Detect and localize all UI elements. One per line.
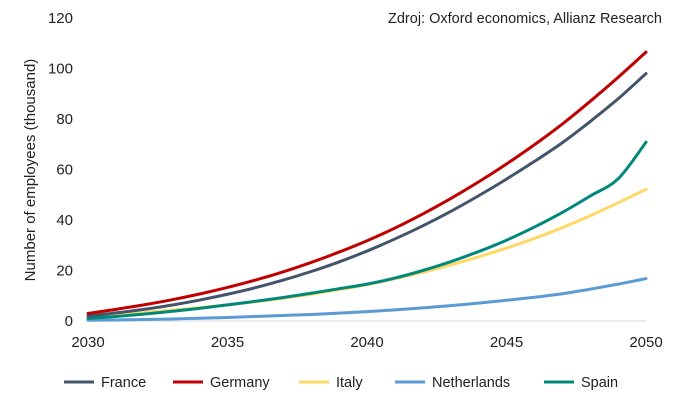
y-tick-label: 40 — [56, 212, 73, 229]
y-tick-label: 60 — [56, 162, 73, 179]
series-line-germany — [86, 50, 648, 315]
y-tick-labels: 0 20 40 60 80 100 120 — [48, 10, 73, 330]
x-tick-label: 2030 — [71, 334, 104, 351]
x-tick-label: 2045 — [490, 334, 523, 351]
x-tick-label: 2040 — [350, 334, 383, 351]
y-tick-label: 0 — [65, 313, 73, 330]
y-tick-label: 100 — [48, 61, 73, 78]
series-line-france — [86, 72, 648, 318]
legend-label-france: France — [101, 375, 146, 391]
y-tick-label: 20 — [56, 263, 73, 280]
legend-label-germany: Germany — [210, 375, 270, 391]
y-tick-label: 120 — [48, 10, 73, 27]
legend: France Germany Italy Netherlands Spain — [64, 375, 618, 391]
x-tick-label: 2050 — [629, 334, 662, 351]
series-line-netherlands — [86, 277, 648, 322]
legend-label-italy: Italy — [336, 375, 363, 391]
legend-label-spain: Spain — [581, 375, 618, 391]
legend-label-netherlands: Netherlands — [432, 375, 510, 391]
x-tick-labels: 2030 2035 2040 2045 2050 — [71, 334, 662, 351]
source-note: Zdroj: Oxford economics, Allianz Researc… — [388, 11, 662, 27]
y-tick-label: 80 — [56, 111, 73, 128]
series-lines — [86, 50, 648, 322]
x-tick-label: 2035 — [211, 334, 244, 351]
y-axis-label: Number of employees (thousand) — [22, 59, 39, 282]
series-line-italy — [86, 187, 648, 319]
series-line-spain — [86, 140, 648, 320]
